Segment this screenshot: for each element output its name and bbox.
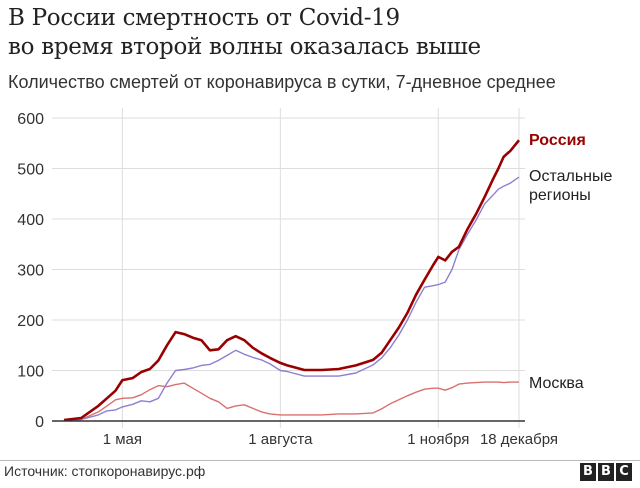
y-tick-label: 0 — [35, 414, 44, 431]
x-tick-label: 1 августа — [248, 431, 313, 448]
bbc-logo-letter: B — [580, 463, 596, 481]
label-regions: Остальные — [529, 168, 613, 185]
line-russia — [63, 139, 521, 422]
y-tick-label: 200 — [17, 313, 44, 330]
line-moscow — [63, 381, 519, 422]
label-regions: регионы — [529, 187, 591, 204]
label-moscow: Москва — [529, 375, 584, 392]
footer-divider — [0, 460, 640, 461]
label-russia: Россия — [529, 132, 586, 149]
x-tick-label: 18 декабря — [480, 431, 558, 448]
y-tick-label: 400 — [17, 212, 44, 229]
series-labels: Россия Остальные регионы Москва — [529, 132, 613, 392]
line-regions — [63, 176, 520, 422]
x-tick-label: 1 мая — [103, 431, 142, 448]
line-chart: 0 100 200 300 400 500 600 1 мая 1 августа 1 нояб… — [17, 108, 613, 448]
data-lines — [63, 139, 521, 422]
y-tick-label: 100 — [17, 364, 44, 381]
chart-title-line-1: В России смертность от Covid-19 — [8, 5, 400, 31]
chart-subtitle: Количество смертей от коронавируса в сут… — [8, 72, 556, 92]
y-tick-label: 500 — [17, 162, 44, 179]
y-tick-label: 600 — [17, 111, 44, 128]
x-axis-ticks: 1 мая 1 августа 1 ноября 18 декабря — [103, 431, 558, 448]
y-tick-label: 300 — [17, 263, 44, 280]
y-axis-ticks: 0 100 200 300 400 500 600 — [17, 111, 44, 431]
bbc-logo-letter: B — [598, 463, 614, 481]
chart-title: В России смертность от Covid-19 во время… — [8, 4, 481, 62]
chart-title-line-2: во время второй волны оказалась выше — [8, 34, 481, 60]
bbc-logo: B B C — [580, 463, 632, 481]
source-note: Источник: стопкоронавирус.рф — [4, 463, 206, 479]
gridlines — [52, 108, 525, 428]
bbc-logo-letter: C — [616, 463, 632, 481]
x-tick-label: 1 ноября — [407, 431, 469, 448]
